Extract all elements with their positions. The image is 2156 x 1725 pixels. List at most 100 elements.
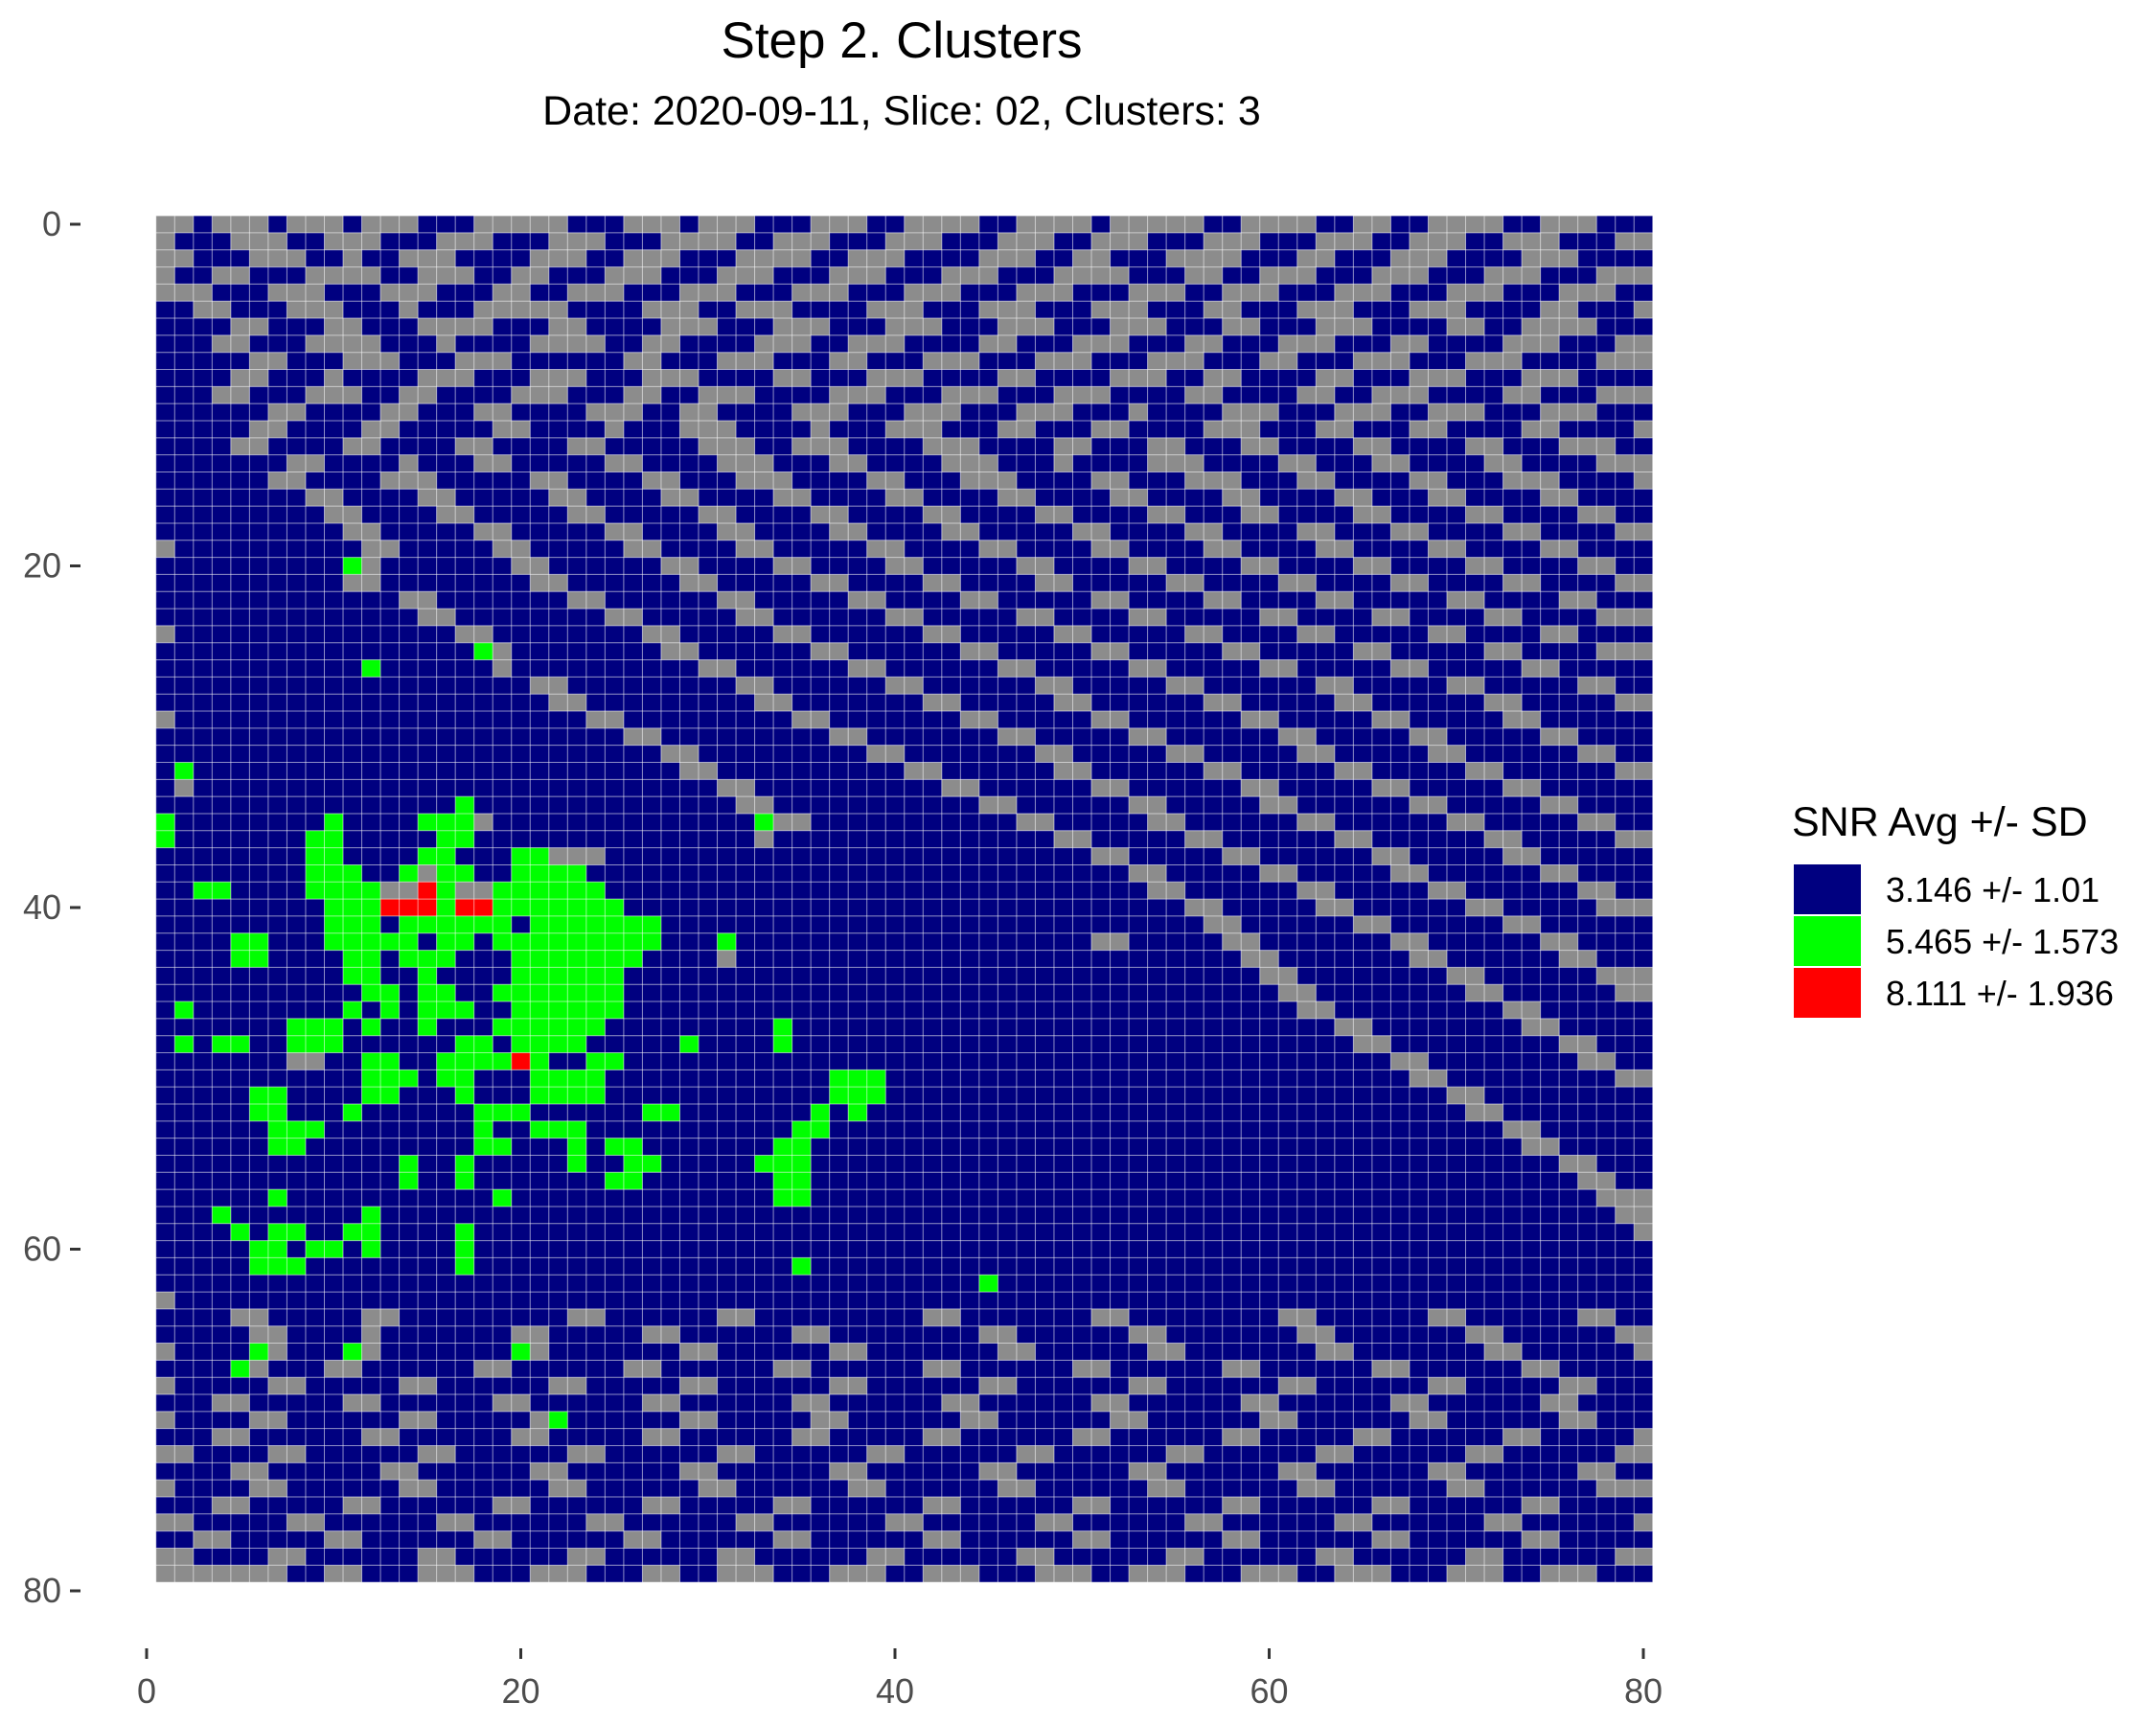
cluster-cell-run (1559, 659, 1653, 678)
cluster-cell-run (267, 216, 287, 233)
cluster-cell-run (1596, 1035, 1653, 1053)
cluster-cell-run (174, 232, 231, 250)
cluster-cell-run (585, 369, 643, 387)
cluster-cell-run (155, 1070, 362, 1088)
cluster-cell-run (1540, 386, 1597, 404)
cluster-cell-run (155, 420, 250, 438)
cluster-cell-run (155, 915, 325, 933)
cluster-cell-run (1110, 249, 1167, 267)
cluster-cell-run (287, 1018, 344, 1036)
cluster-cell-run (1409, 847, 1503, 865)
cluster-cell-run (660, 932, 1092, 951)
cluster-cell-run (660, 1155, 755, 1173)
cluster-cell-run (923, 609, 1017, 626)
legend-key (1794, 968, 1861, 1018)
cluster-cell-run (829, 1428, 924, 1446)
cluster-cell-run (155, 1018, 287, 1036)
cluster-cell-run (698, 745, 867, 763)
cluster-cell-run (1184, 1343, 1317, 1361)
cluster-cell-run (998, 454, 1054, 472)
y-tick-label: 20 (23, 546, 61, 586)
cluster-cell-run (174, 1292, 1653, 1309)
cluster-cell-run (193, 216, 213, 233)
cluster-cell-run (530, 540, 624, 558)
cluster-cell-run (866, 1343, 998, 1361)
cluster-cell-run (1166, 1325, 1297, 1344)
cluster-cell-run (343, 1343, 362, 1361)
cluster-cell-run (1596, 1565, 1653, 1583)
cluster-cell-run (380, 1343, 512, 1361)
cluster-cell-run (866, 352, 924, 370)
cluster-cell-run (548, 266, 606, 285)
cluster-cell-run (960, 694, 1054, 712)
cluster-cell-run (679, 1496, 774, 1514)
cluster-cell-run (1502, 899, 1597, 916)
cluster-cell-run (1596, 318, 1653, 335)
cluster-cell-run (736, 284, 792, 302)
cluster-cell-run (436, 284, 493, 302)
cluster-cell-run (380, 232, 437, 250)
cluster-cell-run (399, 950, 456, 968)
cluster-cell-run (249, 1394, 344, 1412)
cluster-cell-run (155, 1257, 250, 1276)
cluster-cell-run (1259, 642, 1354, 660)
cluster-cell-run (380, 915, 400, 933)
cluster-cell-run (473, 1172, 606, 1190)
cluster-cell-run (623, 915, 1204, 933)
cluster-cell-run (530, 1120, 586, 1138)
cluster-cell-run (1522, 830, 1616, 848)
cluster-cell-run (1241, 762, 1335, 780)
cluster-cell-run (455, 1087, 474, 1104)
cluster-cell-run (155, 1496, 213, 1514)
cluster-cell-run (1371, 762, 1466, 780)
cluster-cell-run (511, 915, 531, 933)
cluster-cell-run (436, 1018, 493, 1036)
cluster-cell-run (960, 403, 1017, 421)
cluster-cell-run (1129, 932, 1223, 951)
cluster-cell-run (754, 591, 849, 610)
cluster-cell-run (493, 932, 661, 951)
cluster-cell-run (885, 266, 942, 285)
cluster-cell-run (904, 745, 1036, 763)
cluster-cell-run (155, 694, 549, 712)
cluster-cell-run (1035, 659, 1130, 678)
cluster-cell-run (1502, 437, 1560, 455)
cluster-cell-run (155, 1103, 250, 1121)
cluster-cell-run (155, 659, 362, 678)
cluster-cell-run (623, 284, 680, 302)
cluster-cell-run (1204, 352, 1260, 370)
cluster-cell-run (530, 915, 624, 933)
cluster-cell-run (361, 1070, 419, 1088)
cluster-cell-run (773, 1565, 830, 1583)
cluster-cell-run (1166, 609, 1260, 626)
cluster-cell-run (343, 1018, 362, 1036)
cluster-cell-run (1184, 506, 1242, 523)
cluster-cell-run (998, 591, 1092, 610)
cluster-cell-run (399, 540, 493, 558)
cluster-cell-run (493, 232, 549, 250)
cluster-cell-run (267, 1360, 325, 1378)
x-tick-label: 20 (501, 1671, 539, 1711)
cluster-cell-run (1072, 745, 1167, 763)
cluster-cell-run (511, 1138, 568, 1156)
cluster-cell-run (1091, 352, 1148, 370)
y-tick-label: 40 (23, 887, 61, 927)
cluster-cell-run (155, 727, 624, 746)
cluster-cell-run (305, 864, 362, 883)
cluster-cell-run (380, 1325, 512, 1344)
cluster-cell-run (548, 1411, 568, 1429)
cluster-cell-run (249, 1496, 344, 1514)
cluster-cell-run (923, 301, 979, 319)
cluster-cell-run (585, 1138, 606, 1156)
cluster-cell-run (473, 932, 493, 951)
cluster-cell-run (1353, 301, 1410, 319)
legend-label: 5.465 +/- 1.573 (1886, 922, 2119, 961)
cluster-cell-run (1278, 711, 1372, 728)
cluster-cell-run (1259, 232, 1317, 250)
cluster-cell-run (455, 796, 474, 814)
cluster-cell-run (473, 506, 568, 523)
cluster-cell-run (473, 1155, 568, 1173)
cluster-cell-run (642, 1138, 774, 1156)
cluster-cell-run (1072, 677, 1167, 695)
cluster-cell-run (174, 1377, 268, 1395)
